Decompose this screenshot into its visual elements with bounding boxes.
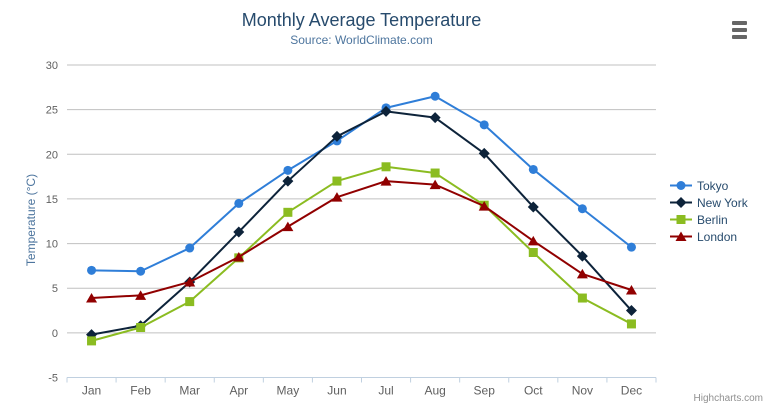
point-london-oct[interactable] — [527, 235, 539, 246]
x-axis-label-mar: Mar — [179, 384, 200, 398]
point-new-york-aug[interactable] — [429, 112, 441, 124]
point-tokyo-feb[interactable] — [136, 266, 146, 276]
legend-label-london: London — [697, 229, 738, 244]
point-new-york-sep[interactable] — [478, 147, 490, 159]
point-berlin-oct[interactable] — [528, 248, 538, 257]
point-new-york-jul[interactable] — [380, 105, 392, 117]
point-london-dec[interactable] — [625, 285, 637, 295]
series-line-new-york — [91, 110, 633, 336]
series-line-london — [91, 180, 632, 300]
legend-item-london[interactable]: London — [670, 228, 748, 245]
legend-diamond-icon — [670, 197, 692, 208]
point-tokyo-sep[interactable] — [479, 120, 489, 130]
legend-label-new-york: New York — [697, 195, 748, 210]
point-london-sep[interactable] — [478, 201, 490, 211]
point-berlin-mar[interactable] — [185, 297, 195, 307]
point-berlin-jan[interactable] — [87, 336, 97, 346]
x-axis-label-apr: Apr — [229, 384, 248, 398]
x-axis-label-may: May — [277, 384, 300, 398]
point-new-york-apr[interactable] — [233, 226, 245, 238]
y-axis-label: -5 — [48, 373, 58, 385]
x-axis-label-jul: Jul — [378, 384, 393, 398]
point-new-york-dec[interactable] — [625, 305, 637, 317]
x-axis-label-jun: Jun — [327, 384, 346, 398]
point-berlin-may[interactable] — [283, 207, 293, 217]
y-axis-label: 10 — [46, 239, 58, 251]
legend-item-new-york[interactable]: New York — [670, 194, 748, 211]
series-line-berlin — [91, 165, 632, 342]
point-london-apr[interactable] — [233, 251, 245, 262]
point-london-mar[interactable] — [184, 276, 196, 287]
legend-label-tokyo: Tokyo — [697, 178, 729, 193]
point-berlin-jun[interactable] — [332, 176, 342, 186]
export-menu-button[interactable] — [732, 19, 751, 41]
series-line-tokyo — [91, 95, 633, 273]
y-axis-label: 5 — [52, 283, 58, 295]
point-new-york-nov[interactable] — [576, 250, 588, 262]
y-axis-title: Temperature (°C) — [24, 173, 38, 267]
point-tokyo-may[interactable] — [283, 165, 293, 175]
point-new-york-jun[interactable] — [331, 130, 343, 142]
y-axis-label: 25 — [46, 105, 58, 117]
legend-item-tokyo[interactable]: Tokyo — [670, 177, 748, 194]
legend-triangle-icon — [670, 231, 692, 241]
point-tokyo-mar[interactable] — [185, 243, 195, 253]
x-axis-label-feb: Feb — [130, 384, 151, 398]
point-tokyo-oct[interactable] — [528, 164, 538, 174]
y-axis-label: 15 — [46, 194, 58, 206]
point-tokyo-jan[interactable] — [87, 265, 97, 275]
credits-link[interactable]: Highcharts.com — [693, 393, 763, 404]
x-axis-label-oct: Oct — [524, 384, 543, 398]
x-axis-label-aug: Aug — [424, 384, 445, 398]
point-berlin-nov[interactable] — [577, 293, 587, 303]
point-berlin-feb[interactable] — [136, 323, 146, 332]
point-london-jun[interactable] — [331, 192, 343, 202]
point-london-aug[interactable] — [429, 179, 441, 190]
x-axis-label-sep: Sep — [474, 384, 496, 398]
chart-subtitle: Source: WorldClimate.com — [290, 33, 433, 47]
point-london-feb[interactable] — [135, 290, 147, 300]
point-new-york-may[interactable] — [282, 175, 294, 187]
legend-label-berlin: Berlin — [697, 212, 728, 227]
point-london-jan[interactable] — [86, 293, 98, 303]
point-berlin-dec[interactable] — [626, 319, 636, 329]
y-axis-label: 30 — [46, 60, 58, 72]
x-axis-label-dec: Dec — [621, 384, 642, 398]
point-london-may[interactable] — [282, 221, 294, 232]
point-berlin-jul[interactable] — [381, 162, 391, 172]
hamburger-icon — [732, 21, 747, 25]
legend: Tokyo New York Berlin London — [670, 177, 748, 245]
y-axis-label: 20 — [46, 149, 58, 161]
x-axis-label-jan: Jan — [82, 384, 101, 398]
point-tokyo-aug[interactable] — [430, 91, 440, 101]
legend-square-icon — [670, 215, 692, 224]
point-tokyo-apr[interactable] — [234, 198, 244, 208]
point-london-jul[interactable] — [380, 176, 392, 186]
x-axis-label-nov: Nov — [572, 384, 593, 398]
point-berlin-aug[interactable] — [430, 168, 440, 178]
legend-circle-icon — [670, 181, 692, 190]
point-new-york-oct[interactable] — [527, 201, 539, 213]
point-tokyo-nov[interactable] — [577, 204, 587, 214]
point-london-nov[interactable] — [576, 268, 588, 279]
point-tokyo-dec[interactable] — [626, 242, 636, 252]
chart-title: Monthly Average Temperature — [241, 10, 482, 30]
y-axis-label: 0 — [52, 328, 58, 340]
legend-item-berlin[interactable]: Berlin — [670, 211, 748, 228]
